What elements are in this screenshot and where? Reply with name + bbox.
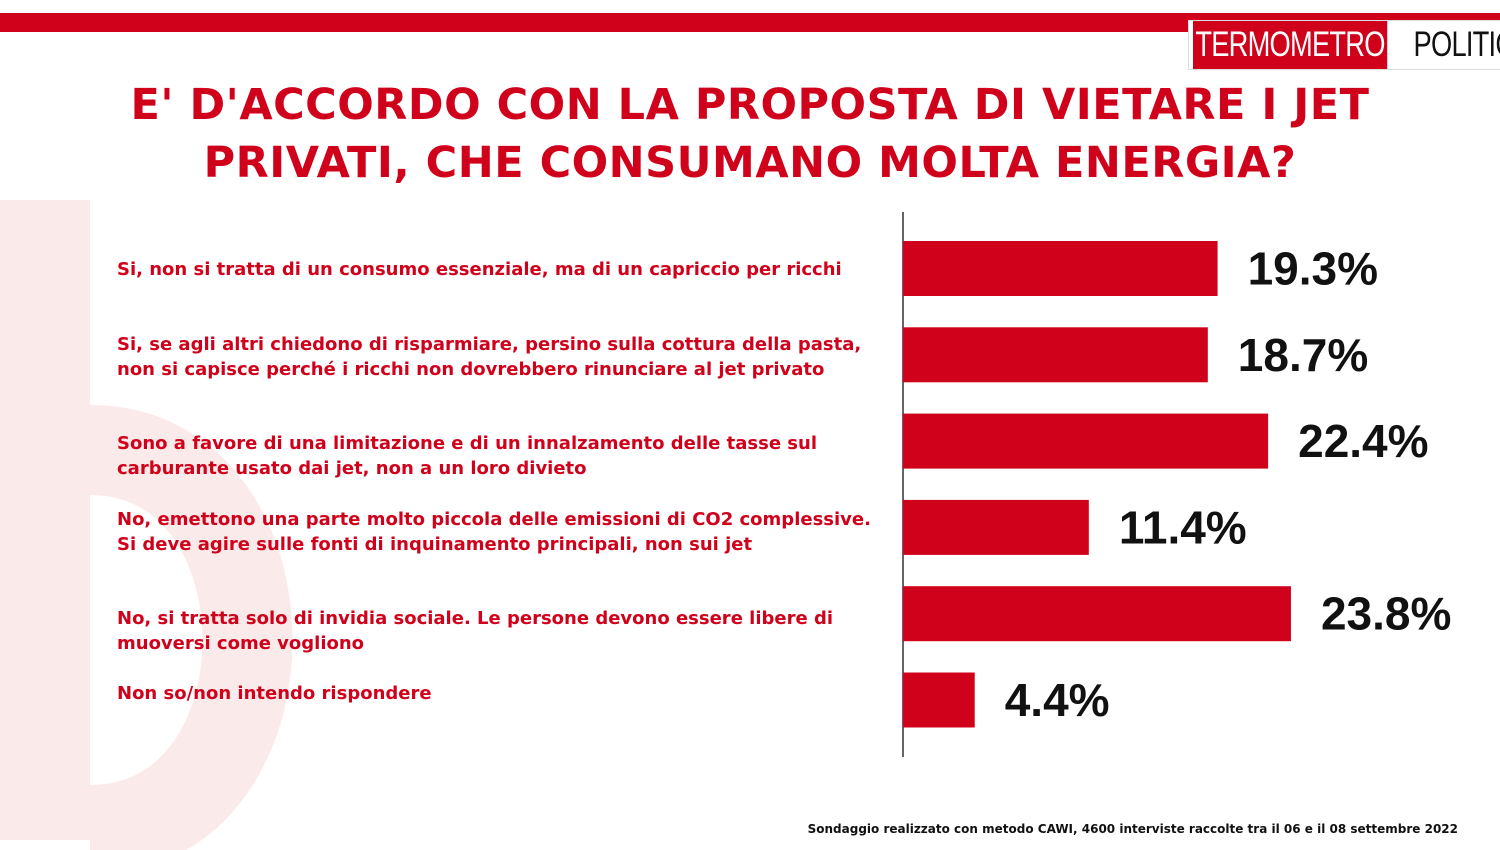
bar-value-label: 19.3% [1248,243,1378,295]
bar-value-label: 18.7% [1238,329,1368,381]
top-accent-bar [0,13,1500,32]
logo-word-politico: POLITICO [1413,25,1500,64]
category-label: Sono a favore di una limitazione e di un… [117,433,818,479]
logo-word-termometro: TERMOMETRO [1193,21,1388,69]
bar [903,499,1089,555]
bar-value-label: 4.4% [1005,674,1110,726]
bar [903,586,1291,642]
category-label: No, si tratta solo di invidia sociale. L… [117,608,834,654]
category-label: Si, se agli altri chiedono di risparmiar… [117,334,862,380]
termometro-politico-logo: TERMOMETRO POLITICO [1189,21,1500,69]
bar-value-label: 23.8% [1321,588,1451,640]
category-label: Non so/non intendo rispondere [117,683,432,704]
bar-value-label: 22.4% [1298,415,1428,467]
category-label: Si, non si tratta di un consumo essenzia… [117,259,842,280]
chart-title: E' D'ACCORDO CON LA PROPOSTA DI VIETARE … [130,80,1370,188]
category-label: No, emettono una parte molto piccola del… [117,509,871,555]
bar [903,241,1218,296]
bar-value-label: 11.4% [1119,501,1247,553]
bar [903,413,1269,469]
survey-footnote: Sondaggio realizzato con metodo CAWI, 46… [807,822,1458,836]
bar [903,327,1208,383]
bar [903,672,975,728]
